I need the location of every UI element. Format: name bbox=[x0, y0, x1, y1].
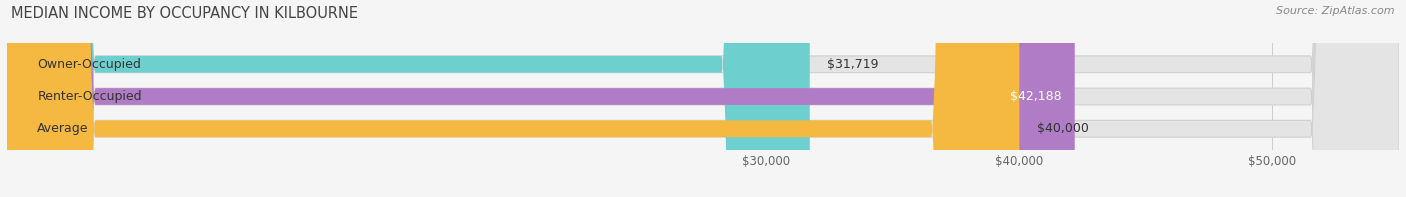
FancyBboxPatch shape bbox=[7, 0, 1074, 197]
FancyBboxPatch shape bbox=[7, 0, 1399, 197]
Text: Source: ZipAtlas.com: Source: ZipAtlas.com bbox=[1277, 6, 1395, 16]
Text: MEDIAN INCOME BY OCCUPANCY IN KILBOURNE: MEDIAN INCOME BY OCCUPANCY IN KILBOURNE bbox=[11, 6, 359, 21]
Text: $31,719: $31,719 bbox=[828, 58, 879, 71]
FancyBboxPatch shape bbox=[7, 0, 810, 197]
FancyBboxPatch shape bbox=[7, 0, 1399, 197]
Text: $42,188: $42,188 bbox=[1011, 90, 1062, 103]
Text: Average: Average bbox=[38, 122, 89, 135]
FancyBboxPatch shape bbox=[7, 0, 1019, 197]
FancyBboxPatch shape bbox=[7, 0, 1399, 197]
Text: Renter-Occupied: Renter-Occupied bbox=[38, 90, 142, 103]
Text: $40,000: $40,000 bbox=[1038, 122, 1088, 135]
Text: Owner-Occupied: Owner-Occupied bbox=[38, 58, 141, 71]
